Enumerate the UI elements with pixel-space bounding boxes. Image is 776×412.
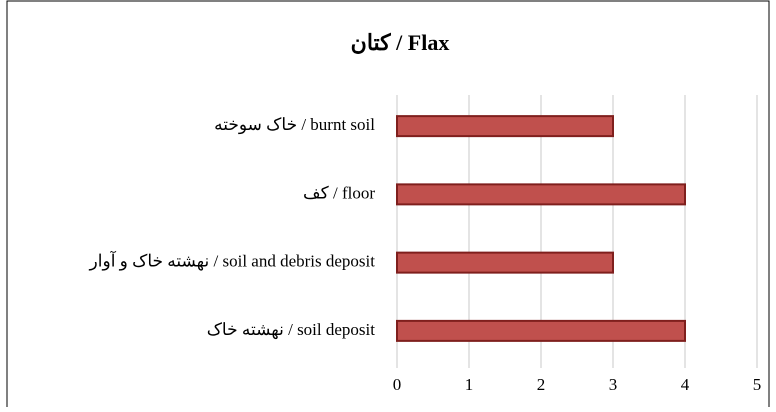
x-tick-label: 2 [537, 375, 546, 394]
y-tick-label: خاک سوخته / burnt soil [214, 115, 375, 135]
chart-frame [6, 0, 770, 412]
bar [396, 183, 686, 206]
bar [396, 251, 614, 274]
x-tick-label: 1 [465, 375, 474, 394]
y-tick-label: نهشته خاک / soil deposit [207, 320, 376, 340]
y-tick-label: نهشته خاک و آوار / soil and debris depos… [89, 250, 376, 272]
x-tick-label: 0 [393, 375, 402, 394]
x-tick-label: 4 [681, 375, 690, 394]
bar [396, 319, 686, 342]
y-tick-label: کف / floor [303, 183, 375, 202]
chart-title: کتان / Flax [351, 30, 450, 55]
x-tick-label: 3 [609, 375, 618, 394]
bar [396, 115, 614, 138]
x-tick-label: 5 [753, 375, 762, 394]
